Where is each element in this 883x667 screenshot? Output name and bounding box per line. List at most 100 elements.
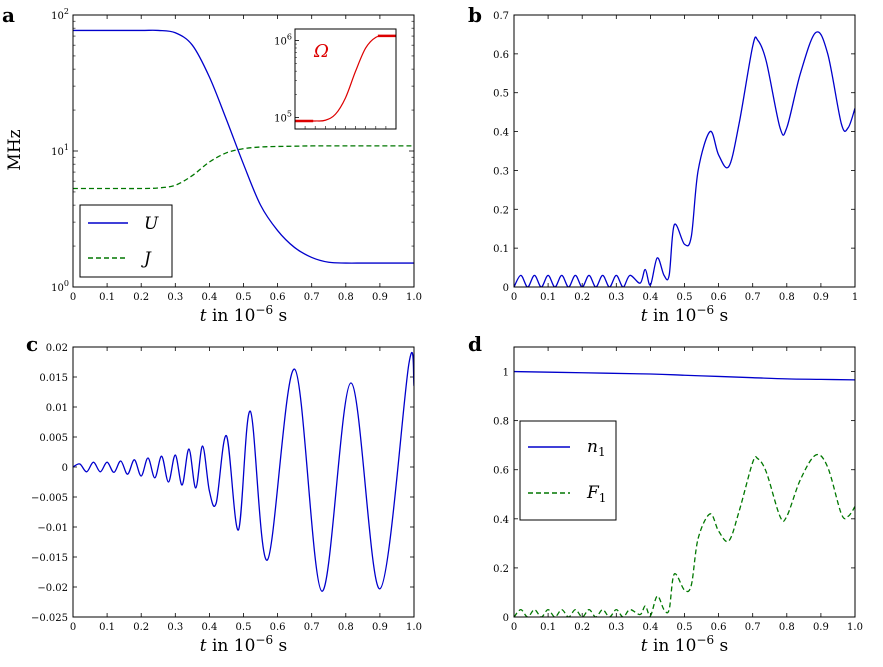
series-group xyxy=(514,31,855,287)
plot-frame xyxy=(513,14,856,288)
series-line-n1 xyxy=(514,370,855,381)
x-tick-label: 0.8 xyxy=(338,292,354,303)
inset-chart: 105 106 Ω xyxy=(274,28,397,130)
y-tick-label: −0.005 xyxy=(31,493,68,504)
y-tick-label: 100 xyxy=(51,279,69,294)
x-tick-label: 0.9 xyxy=(813,622,829,633)
x-tick-label: 0.9 xyxy=(813,292,829,303)
legend-box xyxy=(519,420,617,521)
x-tick-label: 0.3 xyxy=(608,622,624,633)
x-tick-label: 0.2 xyxy=(574,622,590,633)
y-axis-label-a: MHz xyxy=(5,129,25,170)
y-tick-label: 0.005 xyxy=(39,433,68,444)
y-tick-label: 0.015 xyxy=(39,373,68,384)
panel-letter-a: a xyxy=(2,3,15,27)
x-axis-label-b: t in 10−6 s xyxy=(641,303,729,326)
x-tick-label: 0.4 xyxy=(201,292,217,303)
inset-y-tick-label: 106 xyxy=(274,33,292,48)
y-tick-label: 0.01 xyxy=(46,403,68,414)
x-tick-label: 0 xyxy=(511,292,517,303)
series-line-u xyxy=(73,29,414,264)
series-line-0 xyxy=(514,31,855,287)
y-tick-label: −0.01 xyxy=(37,523,68,534)
x-tick-label: 0.9 xyxy=(372,292,388,303)
x-tick-label: 0.4 xyxy=(642,292,658,303)
x-tick-label: 0.9 xyxy=(372,622,388,633)
x-tick-label: 0.5 xyxy=(236,292,252,303)
legend-label-j: J xyxy=(141,249,152,269)
y-tick-label: 0.8 xyxy=(493,417,509,428)
chart-panel-c: 0 0.1 0.2 0.3 0.4 0.5 0.6 0.7 0.8 0.9 1.0 −0.025 −0.… xyxy=(31,343,422,656)
y-tick-label: 0.3 xyxy=(493,166,509,177)
x-tick-label: 0.4 xyxy=(642,622,658,633)
plot-frame xyxy=(72,14,415,288)
panel-letter-d: d xyxy=(468,332,482,356)
x-tick-label: 1.0 xyxy=(406,292,422,303)
legend-label-f1: F1 xyxy=(586,483,606,505)
series-line-j xyxy=(73,145,414,190)
y-tick-label: 0.5 xyxy=(493,89,509,100)
x-tick-label: 0 xyxy=(70,292,76,303)
series-line-0 xyxy=(73,352,414,592)
series-group xyxy=(73,29,414,264)
x-tick-label: 0.5 xyxy=(236,622,252,633)
x-tick-label: 1 xyxy=(852,292,858,303)
y-tick-label: 0.4 xyxy=(493,515,509,526)
y-tick-label: −0.02 xyxy=(37,583,68,594)
x-tick-label: 0 xyxy=(70,622,76,633)
x-axis-label-a: t in 10−6 s xyxy=(200,303,288,326)
legend-box xyxy=(79,204,173,278)
x-tick-label: 0.3 xyxy=(608,292,624,303)
inset-label-omega: Ω xyxy=(313,41,329,62)
legend: UJ xyxy=(79,204,173,278)
y-tick-label: 0.4 xyxy=(493,128,509,139)
x-tick-label: 0.8 xyxy=(779,292,795,303)
plot-frame xyxy=(513,346,856,618)
x-tick-label: 0.8 xyxy=(338,622,354,633)
y-tick-label: 0.6 xyxy=(493,50,509,61)
panel-letter-c: c xyxy=(26,332,38,356)
series-group xyxy=(73,352,414,592)
x-tick-label: 0.6 xyxy=(270,292,286,303)
y-tick-label: 101 xyxy=(51,143,69,158)
y-tick-label: 1 xyxy=(503,368,509,379)
series-line-f1 xyxy=(514,453,855,617)
y-tick-label: 0 xyxy=(62,463,68,474)
x-tick-label: 0.2 xyxy=(574,292,590,303)
legend-label-n1: n1 xyxy=(587,437,606,459)
x-axis-label-c: t in 10−6 s xyxy=(200,633,288,656)
x-tick-label: 0.7 xyxy=(304,622,320,633)
x-tick-label: 0.1 xyxy=(540,622,556,633)
x-tick-label: 0.1 xyxy=(540,292,556,303)
x-tick-label: 0.4 xyxy=(201,622,217,633)
y-tick-label: −0.025 xyxy=(31,613,68,624)
x-tick-label: 0.6 xyxy=(270,622,286,633)
y-tick-label: 0.2 xyxy=(493,564,509,575)
y-tick-label: −0.015 xyxy=(31,553,68,564)
x-tick-label: 0.8 xyxy=(779,622,795,633)
x-tick-label: 0.5 xyxy=(677,622,693,633)
x-tick-label: 0.7 xyxy=(304,292,320,303)
x-tick-label: 0.7 xyxy=(745,292,761,303)
x-tick-label: 0.1 xyxy=(99,292,115,303)
chart-panel-d: 0 0.1 0.2 0.3 0.4 0.5 0.6 0.7 0.8 0.9 1.0 0 0.2 0.4 0.… xyxy=(493,346,863,656)
y-tick-label: 0.1 xyxy=(493,244,509,255)
x-tick-label: 0.5 xyxy=(677,292,693,303)
inset-bg xyxy=(295,29,396,129)
plot-frame xyxy=(72,346,415,618)
y-tick-label: 0.2 xyxy=(493,205,509,216)
y-tick-label: 102 xyxy=(51,7,69,22)
y-tick-label: 0 xyxy=(503,613,509,624)
x-tick-label: 0 xyxy=(511,622,517,633)
x-tick-label: 1.0 xyxy=(847,622,863,633)
y-tick-label: 0 xyxy=(503,283,509,294)
chart-panel-a: 0 0.1 0.2 0.3 0.4 0.5 0.6 0.7 0.8 0.9 1.0 100 101 102… xyxy=(51,7,422,326)
y-tick-label: 0.02 xyxy=(46,343,68,354)
inset-y-tick-label: 105 xyxy=(274,109,292,124)
x-tick-label: 0.3 xyxy=(167,292,183,303)
y-tick-label: 0.6 xyxy=(493,466,509,477)
x-tick-label: 0.7 xyxy=(745,622,761,633)
legend: n1 F1 xyxy=(519,420,617,521)
chart-panel-b: 0 0.1 0.2 0.3 0.4 0.5 0.6 0.7 0.8 0.9 1 0 0.1 0.2 0.3 0… xyxy=(493,11,858,326)
